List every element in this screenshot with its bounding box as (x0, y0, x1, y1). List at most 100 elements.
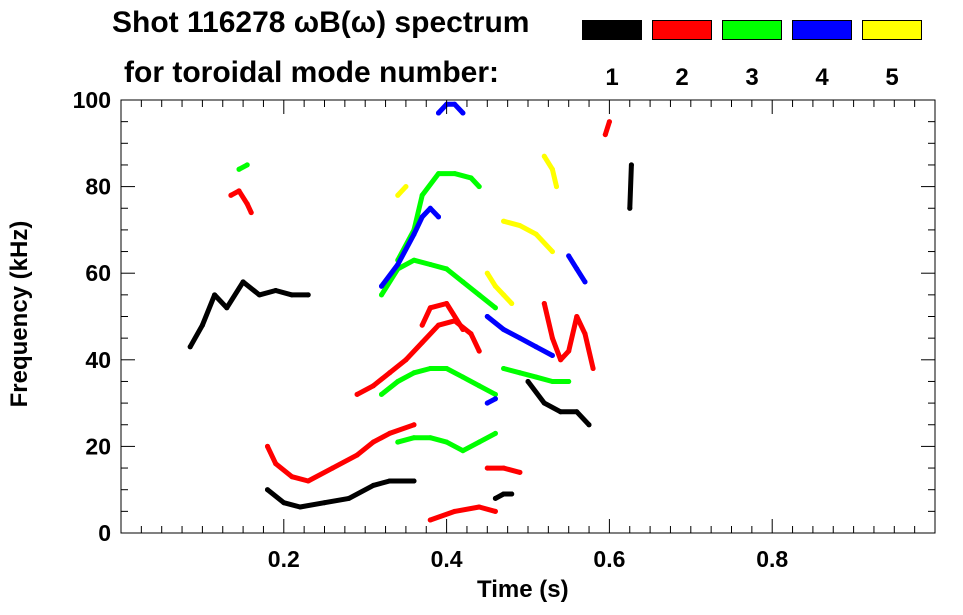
series-3-trace-1 (379, 366, 498, 397)
series-5-point-2-0 (501, 218, 507, 224)
series-1-point-0-5 (256, 292, 262, 298)
series-3-point-0-0 (236, 166, 242, 172)
series-4-trace-1 (436, 101, 466, 116)
series-2-point-6-1 (549, 335, 555, 341)
series-4-point-3-1 (492, 396, 498, 402)
series-1-point-0-8 (305, 292, 311, 298)
series-3-point-4-6 (492, 430, 498, 436)
series-4-point-2-1 (501, 327, 507, 332)
series-4-point-0-2 (411, 231, 417, 237)
series-1-point-1-3 (322, 500, 327, 506)
series-3-point-4-5 (476, 439, 482, 445)
series-2-point-7-1 (606, 119, 612, 125)
legend-swatch-5 (862, 20, 922, 40)
series-1-point-3-4 (586, 422, 592, 428)
series-2-point-1-3 (305, 478, 311, 484)
legend-swatch-4 (792, 20, 852, 40)
series-3-point-1-7 (492, 391, 498, 397)
series-3-point-2-4 (444, 266, 450, 272)
series-2-point-3-0 (419, 322, 425, 328)
series-3-point-1-6 (476, 383, 482, 389)
y-tick-label-0: 0 (98, 520, 111, 546)
chart-title: Shot 116278 ωB(ω) spectrum (112, 6, 530, 39)
legend-label-3: 3 (745, 64, 759, 91)
legend-label-5: 5 (885, 64, 899, 91)
series-2-point-5-1 (452, 508, 458, 514)
series-2-point-1-8 (411, 422, 417, 428)
series-3-point-1-3 (427, 366, 433, 371)
series-2-point-4-1 (501, 465, 507, 471)
series-2-point-1-0 (265, 443, 270, 449)
series-1-point-0-4 (240, 279, 246, 285)
series-2-point-6-4 (574, 314, 580, 319)
series-3-point-5-0 (501, 366, 507, 371)
series-5-point-3-1 (549, 166, 555, 172)
series-5-point-0-1 (403, 184, 409, 190)
series-5-trace-3 (541, 153, 559, 190)
series-2-point-5-0 (427, 517, 433, 523)
legend-label-2: 2 (675, 64, 689, 91)
series-1-point-4-0 (627, 205, 633, 211)
series-2-point-5-3 (492, 508, 498, 514)
series-3-point-4-0 (395, 439, 401, 445)
series-5-point-0-0 (395, 192, 401, 198)
series-3-point-2-2 (411, 257, 417, 263)
series-3-point-3-4 (452, 171, 458, 177)
series-2-point-0-1 (236, 188, 242, 194)
series-3-point-3-2 (419, 192, 425, 198)
series-4-point-4-0 (566, 253, 572, 259)
series-1-point-4-1 (628, 162, 634, 168)
series-3-point-2-0 (379, 292, 384, 298)
series-3-point-3-3 (436, 171, 441, 177)
series-1-point-1-0 (265, 487, 270, 493)
series-2-point-0-3 (248, 210, 254, 216)
series-3-point-4-4 (460, 448, 466, 454)
series-2-trace-0 (228, 188, 254, 216)
y-tick-label-100: 100 (73, 87, 111, 113)
series-2-point-5-2 (476, 504, 482, 510)
series-1-trace-0 (187, 279, 311, 350)
series-2-point-6-5 (582, 331, 588, 337)
series-1-point-0-2 (212, 292, 218, 298)
legend-swatch-2 (652, 20, 712, 40)
series-2-point-6-0 (541, 301, 547, 306)
series-3-point-1-1 (395, 379, 401, 384)
series-3-point-1-5 (460, 374, 466, 380)
series-2-point-0-0 (228, 192, 234, 198)
series-4-point-1-2 (452, 101, 458, 107)
series-3-point-1-0 (379, 391, 384, 397)
series-2-point-1-7 (387, 430, 393, 436)
series-3-point-5-4 (566, 379, 572, 384)
series-4-point-4-2 (582, 279, 588, 285)
series-1-point-3-2 (558, 409, 564, 415)
series-3-point-5-2 (533, 374, 539, 380)
series-2-point-6-3 (566, 348, 572, 354)
series-5-trace-1 (484, 270, 515, 306)
series-2-point-2-7 (468, 331, 474, 337)
series-2-point-6-2 (558, 357, 564, 363)
x-tick-label-0: 0.2 (268, 546, 300, 572)
series-4-point-2-3 (533, 344, 539, 350)
legend-swatch-1 (582, 20, 642, 40)
series-3-point-5-1 (517, 370, 523, 376)
series-1-point-3-3 (574, 409, 580, 415)
series-5-point-2-2 (533, 231, 539, 237)
series-3-trace-2 (379, 257, 498, 311)
series-3-point-1-2 (411, 370, 417, 376)
series-3-point-1-4 (444, 366, 450, 371)
series-2-point-3-3 (460, 327, 466, 332)
series-3-point-4-3 (444, 439, 450, 445)
series-1-point-2-2 (509, 491, 515, 497)
series-1-point-2-1 (501, 491, 507, 497)
series-2-trace-3 (419, 301, 466, 332)
series-2-point-2-0 (354, 391, 360, 397)
series-1-trace-1 (265, 478, 417, 510)
series-1-point-3-1 (541, 400, 547, 406)
series-2-point-4-0 (484, 465, 490, 471)
series-1-point-0-6 (273, 288, 279, 293)
series-2-point-1-2 (289, 474, 295, 480)
series-4-point-2-4 (549, 353, 555, 358)
series-2-point-2-8 (476, 348, 482, 354)
series-3-point-2-5 (460, 279, 466, 285)
series-1-point-1-5 (370, 482, 376, 488)
